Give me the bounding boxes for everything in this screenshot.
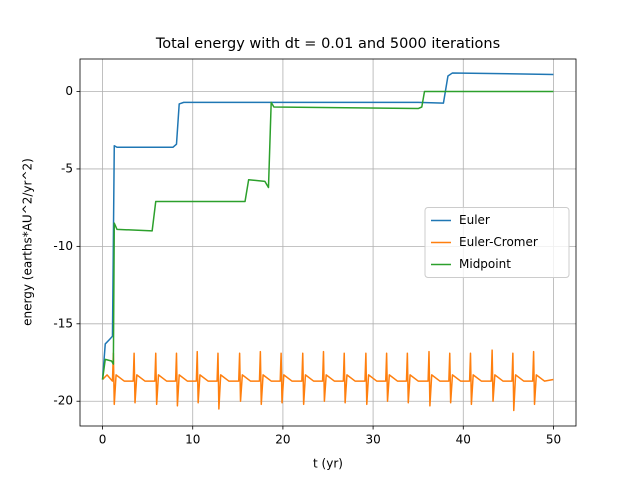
legend-label: Midpoint (459, 257, 511, 271)
x-tick-label: 30 (365, 433, 380, 447)
axes-frame (79, 58, 577, 427)
series-line (101, 90, 554, 380)
x-tick-label: 0 (99, 433, 107, 447)
chart-title: Total energy with dt = 0.01 and 5000 ite… (155, 36, 500, 52)
y-tick-label: -10 (53, 239, 73, 253)
y-tick-label: -5 (61, 161, 73, 175)
series-line (102, 349, 554, 412)
x-tick-label: 40 (456, 433, 471, 447)
x-tick-label: 50 (546, 433, 561, 447)
x-axis-label: t (yr) (313, 457, 343, 471)
legend-label: Euler (459, 213, 490, 227)
y-tick-label: -15 (53, 316, 73, 330)
legend-label: Euler-Cromer (459, 235, 538, 249)
series-line (101, 72, 554, 380)
y-tick-label: 0 (65, 84, 73, 98)
y-axis-label: energy (earths*AU^2/yr^2) (21, 158, 35, 326)
legend-box (424, 207, 570, 278)
x-tick-label: 20 (275, 433, 290, 447)
x-tick-label: 10 (185, 433, 200, 447)
y-tick-label: -20 (53, 394, 73, 408)
